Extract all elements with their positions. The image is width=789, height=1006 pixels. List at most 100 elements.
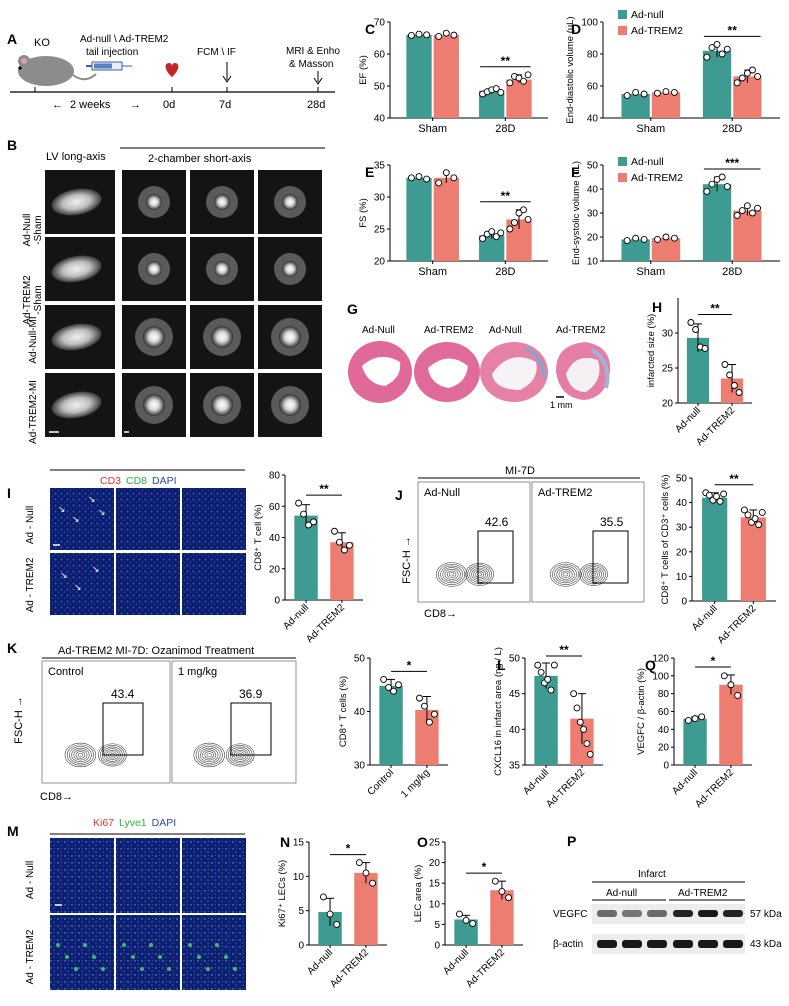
data-point [547, 686, 555, 694]
flow-contour [197, 746, 221, 764]
legend-swatch [618, 173, 627, 182]
y-tick-label: 15 [429, 879, 441, 890]
m-stain-lyve1: Lyve1 [119, 817, 147, 829]
p-band-kda-vegfc: 57 kDa [750, 909, 782, 920]
sig-label: * [346, 842, 351, 856]
sig-label: * [482, 860, 487, 874]
sig-label: * [711, 654, 716, 668]
mri-lumen [143, 326, 165, 348]
actin-band [698, 940, 718, 948]
data-point [362, 869, 370, 877]
x-tick-label: Ad-null [281, 602, 311, 632]
chart-c: C 40 50 60 70 EF (%) Sham 28D ** [358, 18, 548, 135]
data-point [355, 859, 363, 867]
vegfc-band [723, 910, 743, 917]
i-micrograph-grid: ↘↘↘↘↘↘↘ [50, 488, 246, 615]
data-point [720, 672, 728, 680]
data-point [713, 493, 720, 500]
sig-label: ** [710, 302, 720, 316]
injection-line-2: tail injection [86, 47, 138, 58]
flow-contour [77, 752, 83, 757]
y-tick-label: 100 [581, 18, 598, 29]
y-tick-label: 5 [298, 906, 304, 917]
flow-gate-value: 35.5 [600, 515, 624, 529]
y-tick-label: 35 [509, 761, 521, 772]
y-axis-label: CD8⁺ T cells of CD3⁺ cells (%) [660, 474, 671, 604]
x-tick-label: Ad-TREM2 [693, 767, 736, 810]
flow-contour [469, 566, 490, 583]
micrograph-tile [50, 553, 114, 615]
flow-contour [560, 570, 571, 579]
flow-plot: Control 43.4 [41, 660, 171, 784]
data-point [479, 235, 487, 243]
data-point [670, 234, 678, 242]
flow-contour [446, 570, 457, 579]
flow-contour [206, 752, 212, 757]
flow-plot: 1 mg/kg 36.9 [171, 660, 297, 784]
data-point [425, 718, 433, 726]
y-tick-label: 70 [374, 18, 386, 29]
flow-contour [438, 563, 466, 585]
legend-swatch [618, 26, 627, 35]
data-point [497, 88, 505, 96]
short-axis-header: 2-chamber short-axis [148, 153, 252, 165]
micrograph-tile [50, 838, 114, 913]
data-point [723, 45, 731, 53]
bar [719, 684, 743, 765]
bar [621, 239, 650, 261]
x-tick-label: Ad-null [521, 767, 551, 797]
flow-plot: Ad-Null 42.6 [417, 481, 531, 603]
p-blot-strip-vegfc [592, 904, 745, 924]
flow-frame [417, 481, 531, 603]
flow-label: Ad-Null [424, 487, 460, 499]
data-point [345, 541, 353, 549]
p-bands [597, 910, 743, 948]
flow-contour [473, 569, 486, 580]
y-tick-label: 40 [374, 114, 386, 125]
vegfc-band [673, 910, 693, 917]
weeks-arrow-right: → [130, 99, 141, 111]
bar [702, 497, 728, 601]
data-point [326, 910, 334, 918]
y-tick-label: 0 [274, 596, 280, 607]
data-point [623, 237, 631, 245]
flow-contour [583, 566, 604, 583]
legend-label: Ad-TREM2 [631, 172, 683, 184]
chart-l: L 35 40 45 50 CXCL16 in infarct area (ng / L)… [493, 643, 603, 810]
data-point [537, 668, 545, 676]
p-blot-strip-actin [592, 934, 745, 954]
k-x-label: CD8→ [40, 791, 73, 803]
bar [651, 92, 681, 118]
y-tick-label: 60 [587, 82, 599, 93]
mouse-icon [18, 55, 97, 86]
data-point [310, 518, 317, 526]
cell-arrow: ↘ [92, 564, 100, 574]
x-tick-label: Sham [418, 123, 447, 135]
data-point [491, 877, 499, 885]
i-row-label-1: Ad - Null [25, 506, 36, 544]
flow-contour [554, 565, 577, 584]
actin-band [673, 940, 693, 948]
flow-label: Control [48, 666, 83, 678]
panel-i-letter: I [7, 485, 11, 501]
data-point [416, 694, 423, 702]
mri-arrow-head [313, 77, 323, 85]
flow-contour [558, 569, 573, 580]
bar [433, 177, 459, 261]
lyve1-signal [56, 943, 60, 947]
i-stain-cd3: CD3 [100, 475, 121, 487]
panel-letter-e: E [365, 164, 374, 180]
panel-letter-o: O [417, 834, 428, 850]
y-axis-label: CD8⁺ T cells (%) [338, 676, 349, 747]
flow-plot: Ad-TREM2 35.5 [531, 481, 645, 603]
data-point [305, 521, 312, 529]
data-point [336, 538, 343, 546]
p-band-kda-actin: 43 kDa [750, 939, 782, 950]
data-point [340, 546, 348, 554]
y-tick-label: 40 [587, 114, 599, 125]
bar [702, 50, 732, 118]
data-point [450, 174, 458, 182]
p-band-label-actin: β-actin [553, 939, 583, 950]
